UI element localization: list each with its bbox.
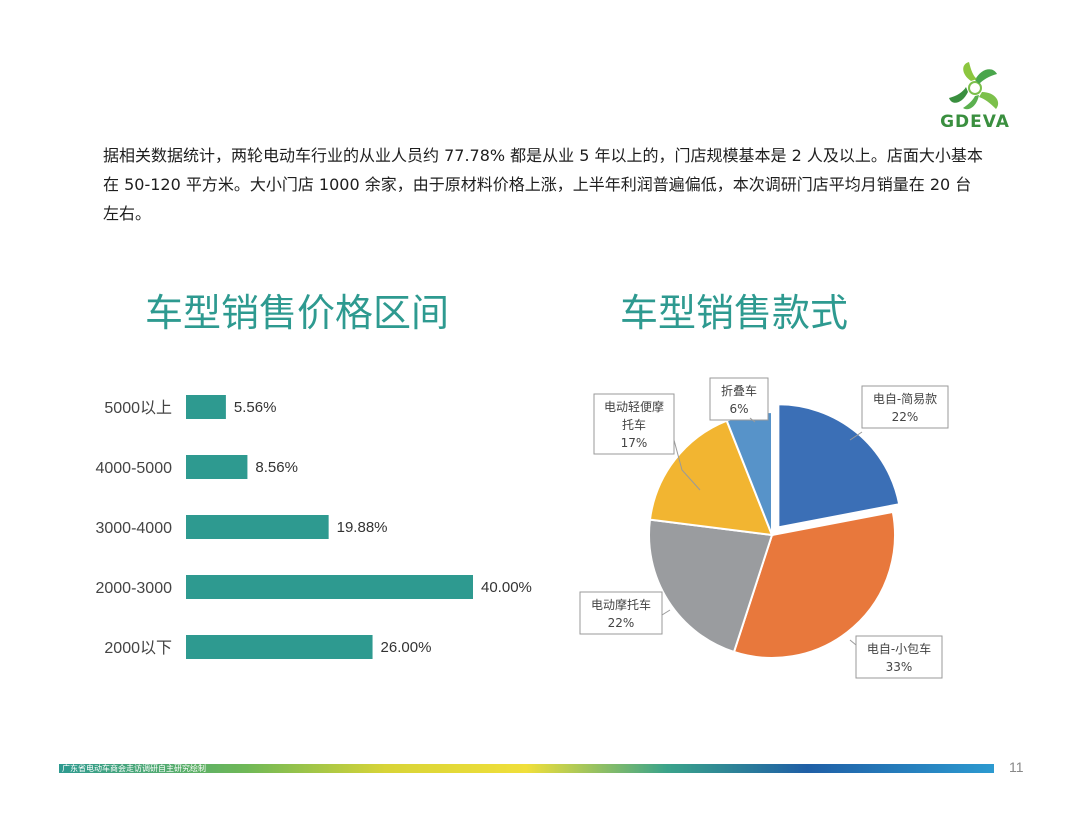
bar — [186, 575, 473, 599]
intro-paragraph: 据相关数据统计，两轮电动车行业的从业人员约 77.78% 都是从业 5 年以上的… — [103, 146, 983, 223]
pie-slice — [732, 510, 896, 659]
pie-leader-line — [849, 639, 857, 646]
pie-slice — [648, 518, 774, 654]
pie-slice — [648, 419, 774, 537]
pie-leader-line — [673, 439, 701, 491]
bar — [186, 515, 329, 539]
pie-data-label: 电自-简易款 22% — [861, 385, 949, 429]
gdeva-logo-icon — [949, 62, 999, 110]
price-range-bar-chart: 5000以上 5.56% 4000-5000 8.56% 3000-4000 19.88%… — [95, 395, 532, 659]
pie-leader-line — [849, 431, 863, 441]
pie-slice-name: 电动摩托车 — [591, 597, 651, 612]
bar-value-label: 40.00% — [481, 579, 532, 596]
pie-leader-line — [661, 609, 671, 616]
bar-chart-title: 车型销售价格区间 — [145, 291, 450, 335]
pie-data-label: 电自-小包车 33% — [855, 635, 943, 679]
logo-text: GDEVA — [940, 112, 1010, 132]
pie-slice-name: 电自-简易款 — [873, 392, 937, 406]
bar-category-label: 4000-5000 — [95, 460, 172, 477]
pie-slice-percent: 22% — [608, 616, 635, 630]
footer-gradient-bar — [59, 764, 994, 773]
footer-text: 广东省电动车商会走访调研自主研究绘制 — [62, 764, 206, 773]
pie-slice-percent: 6% — [729, 402, 748, 416]
bar-category-label: 3000-4000 — [95, 520, 172, 537]
bar-value-label: 5.56% — [234, 399, 277, 416]
pie-data-label: 电动摩托车 22% — [579, 591, 663, 635]
bar-category-label: 5000以上 — [104, 399, 172, 417]
bar — [186, 455, 248, 479]
pie-slice-name: 电自-小包车 — [867, 641, 931, 656]
pie-slice — [777, 403, 901, 529]
bar-value-label: 26.00% — [381, 639, 432, 656]
pie-chart-title: 车型销售款式 — [620, 291, 849, 335]
bar-category-label: 2000-3000 — [95, 580, 172, 597]
bar — [186, 635, 373, 659]
page-number: 11 — [1009, 759, 1024, 775]
bar-category-label: 2000以下 — [104, 640, 172, 657]
pie-data-label: 折叠车 6% — [709, 377, 769, 421]
pie-slice-name: 电动轻便摩 — [604, 399, 664, 414]
bar-value-label: 8.56% — [255, 459, 298, 476]
pie-slice-percent: 33% — [886, 660, 913, 674]
bar-value-label: 19.88% — [337, 519, 388, 536]
pie-slice-percent: 22% — [892, 410, 919, 424]
bar — [186, 395, 226, 419]
pie-leader-line — [749, 417, 756, 423]
pie-slice-name: 折叠车 — [721, 383, 757, 398]
pie-slice-percent: 17% — [621, 436, 648, 450]
pie-slice-name: 托车 — [622, 417, 646, 432]
